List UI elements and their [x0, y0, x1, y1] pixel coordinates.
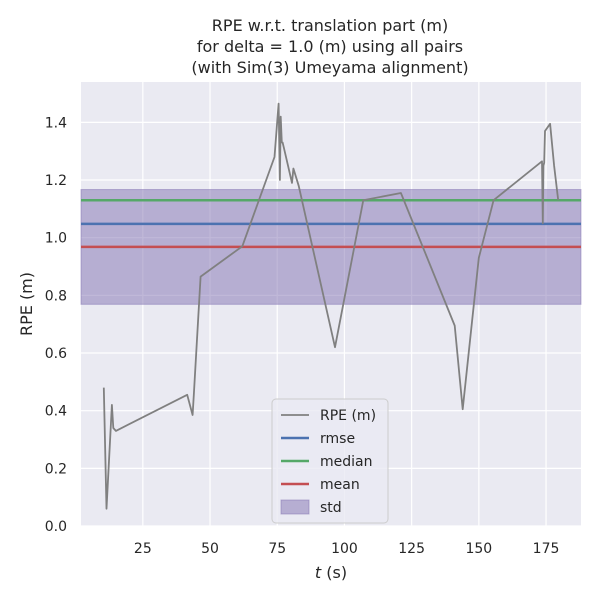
series-layer	[102, 102, 560, 510]
legend-box	[271, 398, 389, 524]
rpe-series-line	[102, 102, 560, 510]
y-axis-label: RPE (m)	[17, 272, 36, 336]
y-tick-label: 0.6	[45, 346, 67, 362]
x-tick-label: 100	[331, 541, 358, 557]
x-tick-label: 50	[201, 541, 219, 557]
x-axis-label: t (s)	[315, 563, 347, 582]
stat-lines	[81, 198, 581, 249]
x-axis-unit: (s)	[321, 563, 347, 582]
tick-labels: 25 50 75 100 125 150 175 0.0 0.2 0.4 0.6 0.8 1.0 1.2 1…	[45, 115, 560, 557]
legend: RPE (m) rmse median mean std	[271, 398, 389, 524]
x-tick-label: 125	[398, 541, 425, 557]
title-line-1: RPE w.r.t. translation part (m)	[212, 16, 448, 35]
y-tick-label: 0.8	[45, 288, 67, 304]
y-tick-label: 0.2	[45, 461, 67, 477]
y-tick-label: 0.0	[45, 519, 67, 535]
legend-label: median	[320, 454, 372, 470]
y-tick-label: 1.2	[45, 173, 67, 189]
x-tick-label: 150	[465, 541, 492, 557]
x-axis-variable: t	[315, 563, 322, 582]
chart-title: RPE w.r.t. translation part (m) for delt…	[191, 16, 468, 77]
legend-label: std	[320, 500, 342, 516]
x-tick-label: 175	[533, 541, 560, 557]
y-tick-label: 1.4	[45, 115, 67, 131]
legend-swatch-std	[280, 499, 310, 515]
x-tick-label: 25	[134, 541, 152, 557]
legend-label: rmse	[320, 431, 355, 447]
legend-label: RPE (m)	[320, 408, 376, 424]
y-tick-label: 1.0	[45, 231, 67, 247]
legend-label: mean	[320, 477, 360, 493]
x-tick-label: 75	[268, 541, 286, 557]
title-line-3: (with Sim(3) Umeyama alignment)	[191, 58, 468, 77]
title-line-2: for delta = 1.0 (m) using all pairs	[197, 37, 463, 56]
y-tick-label: 0.4	[45, 404, 67, 420]
